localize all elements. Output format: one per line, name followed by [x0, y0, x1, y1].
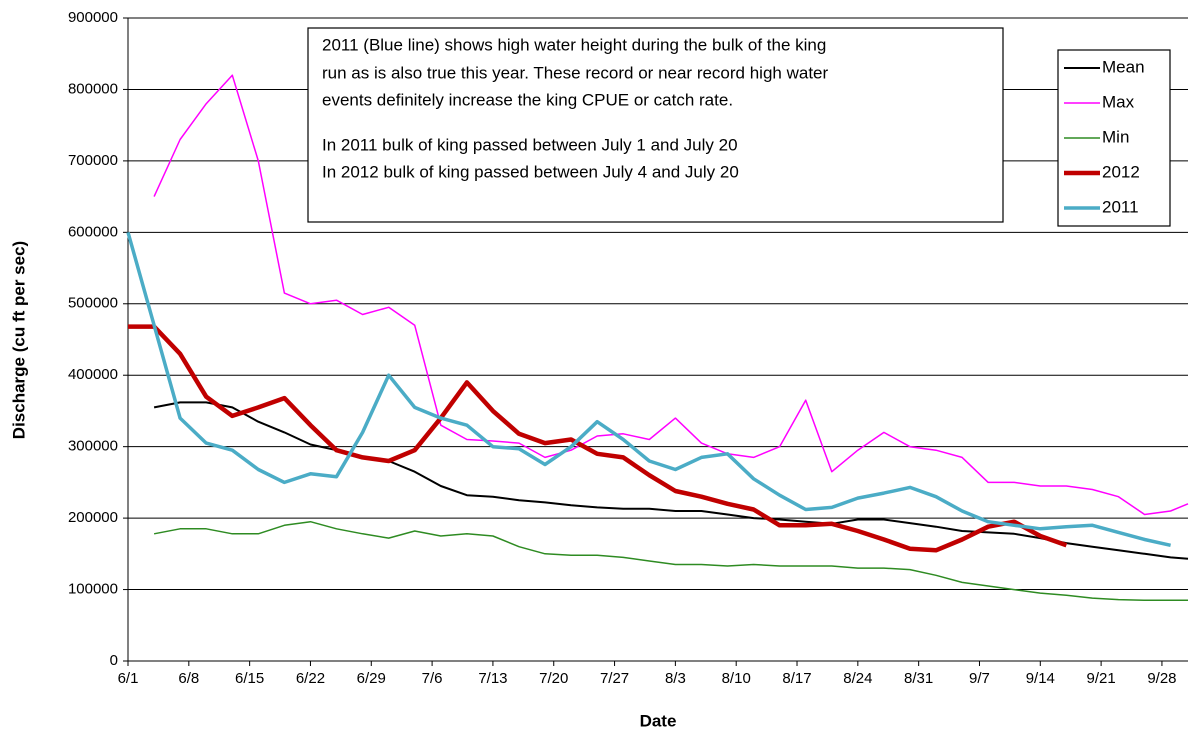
x-tick-label: 9/28: [1147, 670, 1176, 687]
x-tick-label: 7/13: [478, 670, 507, 687]
x-tick-label: 6/8: [178, 670, 199, 687]
x-tick-label: 8/17: [782, 670, 811, 687]
y-tick-label: 500000: [68, 295, 118, 312]
y-axis-title: Discharge (cu ft per sec): [9, 241, 28, 439]
x-tick-label: 7/20: [539, 670, 568, 687]
x-tick-label: 6/29: [357, 670, 386, 687]
y-tick-label: 900000: [68, 9, 118, 26]
x-tick-label: 6/1: [118, 670, 139, 687]
annotation-line: In 2011 bulk of king passed between July…: [322, 135, 738, 154]
series-line: [153, 74, 1189, 516]
x-tick-label: 7/27: [600, 670, 629, 687]
y-tick-label: 400000: [68, 366, 118, 383]
x-tick-label: 8/3: [665, 670, 686, 687]
x-tick-label: 8/10: [722, 670, 751, 687]
annotation-line: 2011 (Blue line) shows high water height…: [322, 35, 826, 54]
series-line: [128, 324, 1068, 553]
x-tick-label: 7/6: [422, 670, 443, 687]
series-line: [153, 520, 1188, 602]
y-tick-label: 800000: [68, 80, 118, 97]
x-tick-label: 6/15: [235, 670, 264, 687]
legend-label: 2012: [1102, 162, 1140, 181]
x-axis-title: Date: [640, 711, 677, 730]
x-tick-label: 6/22: [296, 670, 325, 687]
y-tick-label: 200000: [68, 509, 118, 526]
x-tick-label: 9/7: [969, 670, 990, 687]
series-line: [153, 401, 1189, 560]
legend-label: 2011: [1102, 197, 1139, 216]
annotation-line: run as is also true this year. These rec…: [322, 63, 828, 82]
legend-label: Mean: [1102, 57, 1145, 76]
y-tick-label: 700000: [68, 152, 118, 169]
annotation-line: events definitely increase the king CPUE…: [322, 90, 733, 109]
legend-label: Max: [1102, 92, 1135, 111]
annotation-line: In 2012 bulk of king passed between July…: [322, 162, 739, 181]
series-line: [126, 231, 1171, 548]
legend-label: Min: [1102, 127, 1129, 146]
x-tick-label: 8/31: [904, 670, 933, 687]
x-tick-label: 9/14: [1026, 670, 1055, 687]
y-tick-label: 100000: [68, 581, 118, 598]
annotation-box: [307, 27, 1004, 223]
y-tick-label: 600000: [68, 223, 118, 240]
x-tick-label: 8/24: [843, 670, 872, 687]
y-tick-label: 300000: [68, 438, 118, 455]
y-tick-label: 0: [110, 652, 118, 669]
x-tick-label: 9/21: [1087, 670, 1116, 687]
